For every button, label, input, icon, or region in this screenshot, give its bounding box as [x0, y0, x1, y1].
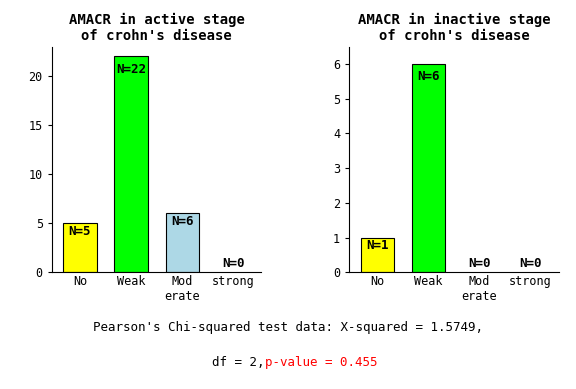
- Bar: [165, 214, 199, 272]
- Bar: [412, 64, 445, 272]
- Bar: [361, 238, 394, 272]
- Bar: [115, 56, 147, 272]
- Text: N=5: N=5: [69, 225, 91, 238]
- Text: p-value = 0.455: p-value = 0.455: [265, 356, 377, 369]
- Text: N=6: N=6: [171, 215, 194, 228]
- Text: N=6: N=6: [417, 70, 439, 83]
- Title: AMACR in active stage
of crohn's disease: AMACR in active stage of crohn's disease: [69, 12, 244, 43]
- Text: N=22: N=22: [116, 63, 146, 76]
- Text: N=0: N=0: [520, 257, 542, 270]
- Title: AMACR in inactive stage
of crohn's disease: AMACR in inactive stage of crohn's disea…: [358, 12, 550, 43]
- Text: N=0: N=0: [222, 257, 244, 270]
- Text: N=1: N=1: [366, 238, 389, 252]
- Text: N=0: N=0: [468, 257, 491, 270]
- Text: df = 2,: df = 2,: [212, 356, 272, 369]
- Bar: [63, 223, 97, 272]
- Text: Pearson's Chi-squared test data: X-squared = 1.5749,: Pearson's Chi-squared test data: X-squar…: [93, 321, 483, 334]
- Text: df = 2, p-value = 0.455: df = 2, p-value = 0.455: [202, 356, 374, 369]
